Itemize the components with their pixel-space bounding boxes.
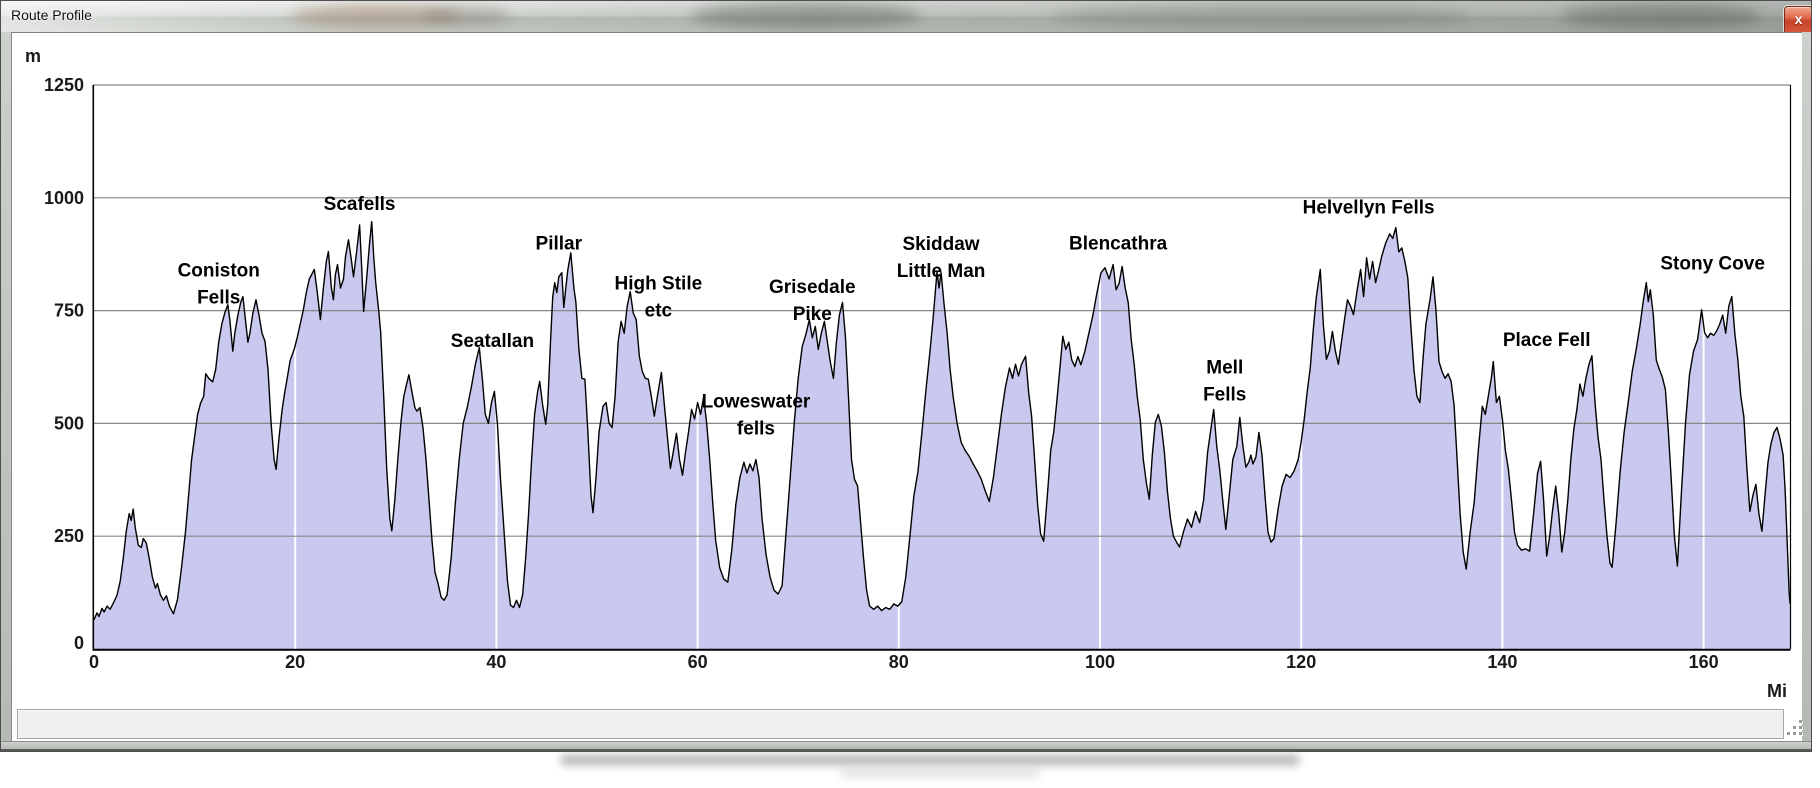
background-map-smudge [560,754,1300,766]
titlebar-glass-shade [1,1,1811,32]
background-map-smudge [840,770,1040,778]
resize-grip[interactable] [1787,720,1803,738]
window-title: Route Profile [11,7,92,23]
route-profile-window: Route Profile x [0,0,1812,752]
chart-client-area [12,33,1802,741]
window-frame-right [1801,32,1811,741]
status-bar [17,709,1784,739]
window-title-bar[interactable]: Route Profile x [1,1,1811,33]
window-frame-bottom [1,741,1811,751]
close-button[interactable]: x [1784,6,1811,32]
window-frame-left [1,32,12,741]
close-icon: x [1794,11,1803,27]
